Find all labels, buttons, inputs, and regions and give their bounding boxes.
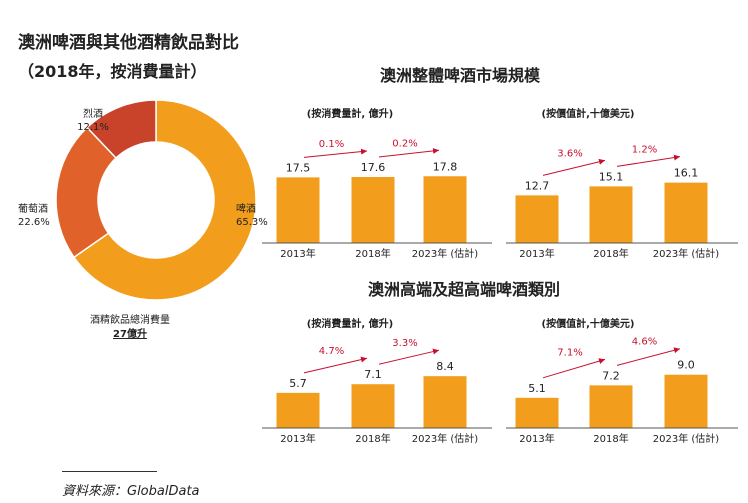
growth-rate-label: 0.1% [319, 139, 344, 150]
bar-value-label: 7.2 [602, 369, 620, 382]
bar-2 [351, 384, 395, 428]
bar-value-label: 16.1 [674, 167, 699, 180]
panel-subtitle: (按價值計,十億美元) [542, 107, 635, 120]
growth-arrow [378, 147, 440, 158]
growth-rate-label: 7.1% [557, 347, 582, 358]
x-tick-label: 2013年 [280, 432, 315, 445]
bar-1 [515, 397, 559, 428]
donut-total-caption: 酒精飲品總消費量 [90, 313, 170, 326]
chart-title-comparison: 澳洲啤酒與其他酒精飲品對比 [18, 33, 239, 53]
pie-slice-2 [55, 126, 118, 259]
panel-subtitle: (按價值計,十億美元) [542, 317, 635, 330]
growth-arrow [303, 148, 368, 158]
growth-arrow [378, 348, 440, 365]
x-tick-label: 2023年 (估計) [412, 432, 479, 445]
x-tick-label: 2018年 [355, 432, 390, 445]
source-divider [62, 471, 157, 472]
growth-rate-label: 4.6% [632, 337, 657, 348]
x-tick-label: 2013年 [519, 247, 554, 260]
bar-3 [423, 176, 467, 243]
bar-2 [351, 177, 395, 243]
bar-value-label: 15.1 [599, 170, 624, 183]
chart-title-market-size: 澳洲整體啤酒市場規模 [380, 66, 541, 85]
bar-3 [664, 374, 708, 428]
panel-subtitle: (按消費量計, 億升) [307, 317, 393, 330]
bar-2 [589, 385, 633, 428]
bar-value-label: 17.5 [286, 161, 311, 174]
bar-value-label: 17.8 [433, 160, 458, 173]
bar-value-label: 17.6 [361, 161, 386, 174]
donut-total-value: 27億升 [113, 327, 147, 340]
pie-slice-3 [86, 99, 157, 160]
x-tick-label: 2023年 (估計) [412, 247, 479, 260]
pie-slice-label: 啤酒 [236, 203, 256, 215]
panel-subtitle: (按消費量計, 億升) [307, 107, 393, 120]
bar-value-label: 9.0 [677, 359, 695, 372]
bar-value-label: 8.4 [436, 360, 454, 373]
growth-arrow [542, 358, 606, 379]
bar-3 [423, 376, 467, 428]
pie-slice-value: 12.1% [77, 122, 109, 133]
growth-arrow [542, 158, 606, 176]
x-tick-label: 2013年 [519, 432, 554, 445]
pie-slice-1 [72, 99, 257, 301]
bar-1 [515, 195, 559, 243]
bar-value-label: 12.7 [525, 179, 550, 192]
growth-arrow [616, 347, 681, 366]
bar-1 [276, 177, 320, 243]
x-tick-label: 2018年 [593, 247, 628, 260]
bar-value-label: 7.1 [364, 368, 382, 381]
growth-rate-label: 0.2% [392, 138, 417, 149]
pie-slice-label: 葡萄酒 [18, 202, 48, 215]
x-tick-label: 2018年 [355, 247, 390, 260]
source-note: 資料來源：GlobalData [62, 484, 200, 499]
chart-title-premium-category: 澳洲高端及超高端啤酒類別 [368, 280, 561, 299]
bar-3 [664, 182, 708, 243]
pie-slice-value: 22.6% [18, 217, 50, 228]
growth-rate-label: 4.7% [319, 346, 344, 357]
chart-subtitle-comparison: （2018年，按消費量計） [18, 62, 207, 81]
bar-value-label: 5.1 [528, 382, 546, 395]
growth-arrow [616, 154, 681, 167]
pie-slice-value: 65.3% [236, 217, 268, 228]
growth-rate-label: 3.6% [557, 148, 582, 159]
x-tick-label: 2018年 [593, 432, 628, 445]
bar-1 [276, 392, 320, 428]
x-tick-label: 2013年 [280, 247, 315, 260]
x-tick-label: 2023年 (估計) [653, 432, 720, 445]
bar-value-label: 5.7 [289, 377, 307, 390]
pie-slice-label: 烈酒 [83, 108, 103, 120]
growth-rate-label: 3.3% [392, 338, 417, 349]
x-tick-label: 2023年 (估計) [653, 247, 720, 260]
growth-arrow [303, 356, 368, 374]
growth-rate-label: 1.2% [632, 145, 657, 156]
bar-2 [589, 186, 633, 243]
